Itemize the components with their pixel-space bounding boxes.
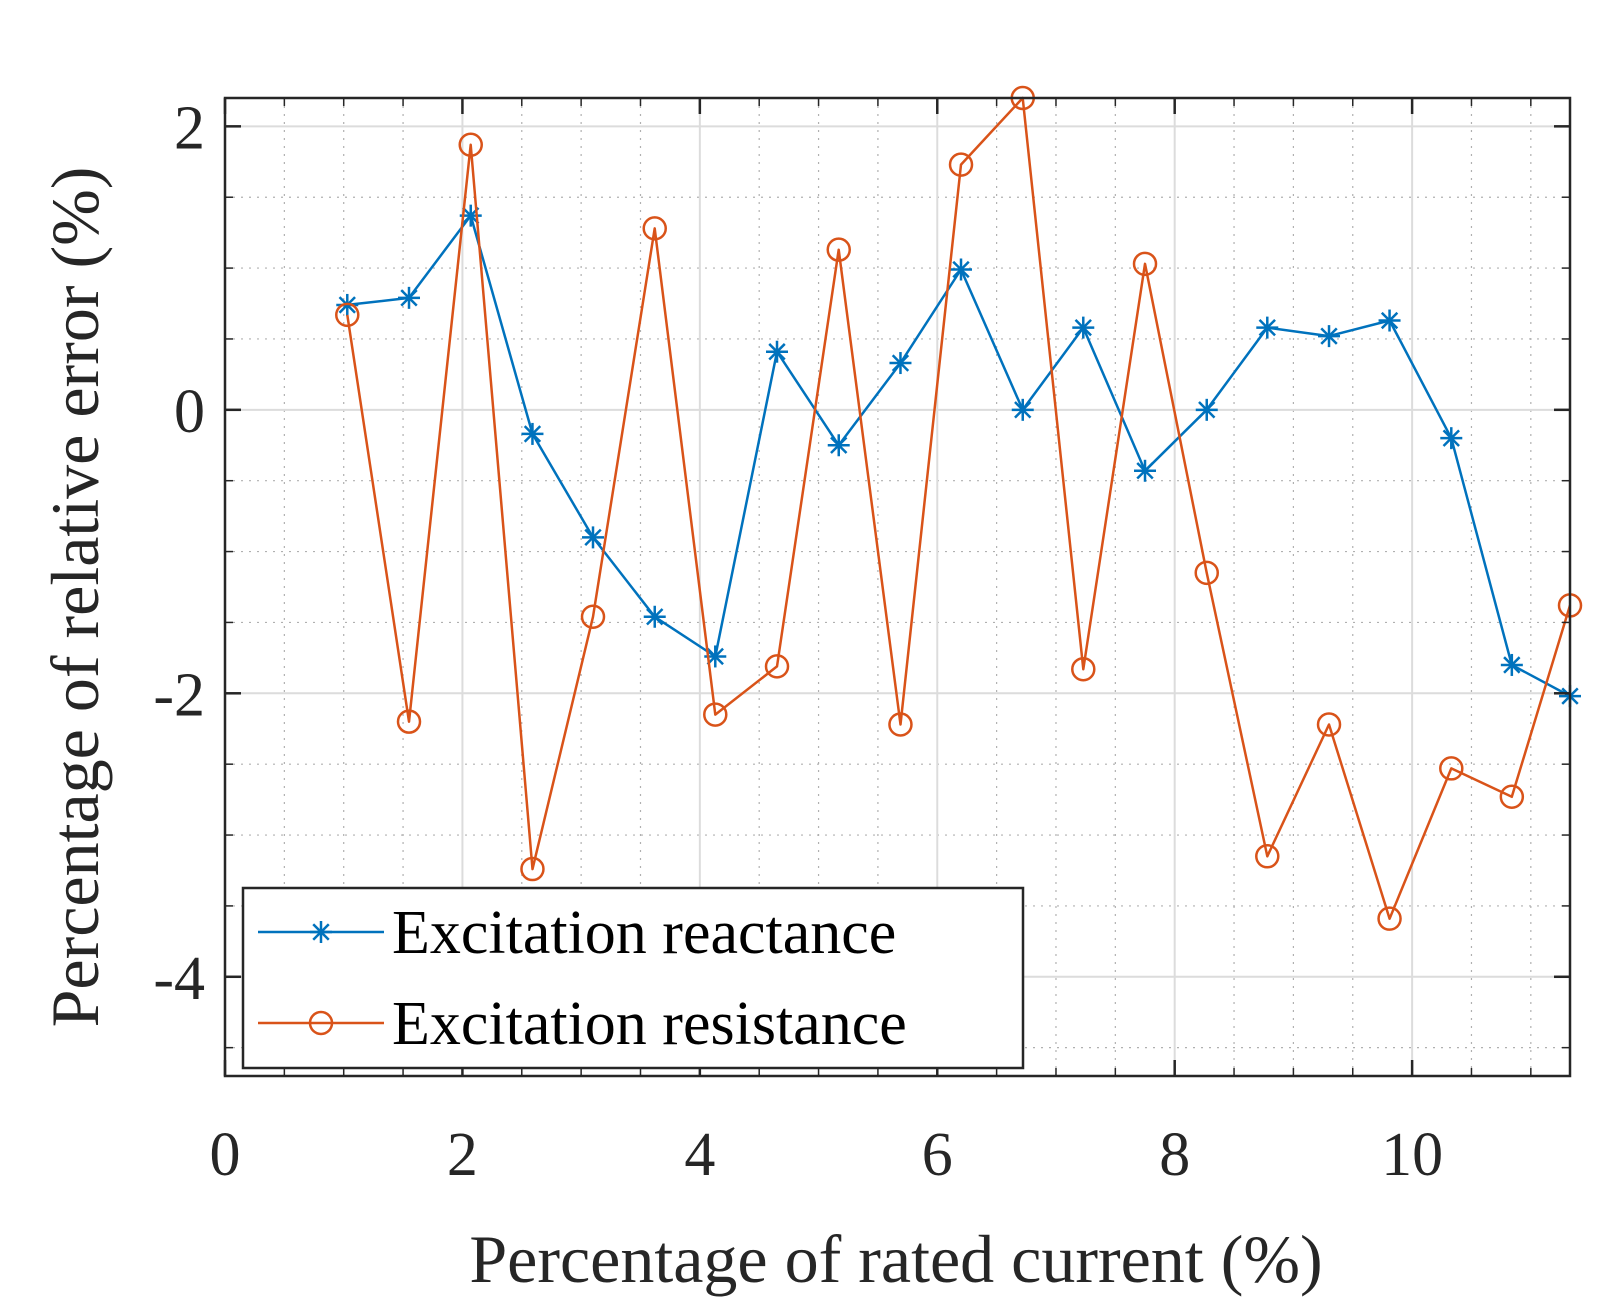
asterisk-stroke <box>400 289 418 307</box>
asterisk-stroke <box>584 528 602 547</box>
asterisk-stroke <box>1136 462 1154 480</box>
legend-symbol-resistance <box>308 1010 334 1036</box>
data-point-reactance <box>950 258 973 281</box>
asterisk-stroke <box>1442 429 1460 447</box>
series-layer <box>335 85 1583 931</box>
x-tick-label: 6 <box>922 1121 953 1189</box>
data-point-resistance <box>764 654 790 679</box>
data-point-resistance <box>948 152 974 177</box>
x-tick-label: 2 <box>447 1121 478 1189</box>
data-point-resistance <box>642 216 667 241</box>
asterisk-stroke <box>646 608 664 626</box>
x-tick-label: 4 <box>684 1121 715 1189</box>
axes-box <box>223 96 1572 1078</box>
asterisk-stroke <box>952 260 970 279</box>
legend: Excitation reactance Excitation resistan… <box>241 886 1025 1070</box>
data-point-resistance <box>888 712 913 737</box>
axis-ticks <box>223 98 1570 1076</box>
data-point-reactance <box>643 605 666 628</box>
data-point-resistance <box>1439 756 1464 781</box>
asterisk-stroke <box>891 354 910 372</box>
asterisk-stroke <box>1198 401 1216 419</box>
data-point-reactance <box>1318 325 1341 348</box>
data-point-resistance <box>1255 844 1280 869</box>
data-point-resistance <box>396 709 422 734</box>
legend-symbol-reactance <box>310 921 332 943</box>
x-tick-label: 0 <box>210 1121 241 1189</box>
data-point-resistance <box>458 132 483 158</box>
legend-marker-resistance <box>308 1010 334 1036</box>
asterisk-stroke <box>1258 318 1276 337</box>
data-point-reactance <box>521 422 544 445</box>
data-point-resistance <box>1132 251 1158 277</box>
data-point-reactance <box>1440 427 1463 450</box>
data-point-reactance <box>1011 398 1034 421</box>
y-tick-label: -4 <box>153 945 205 1013</box>
asterisk-stroke <box>706 647 724 666</box>
data-point-resistance <box>335 302 360 328</box>
series-resistance <box>335 85 1583 931</box>
series-reactance <box>336 204 1581 708</box>
data-point-resistance <box>1194 560 1219 586</box>
data-point-reactance <box>1500 653 1523 676</box>
data-point-resistance <box>1377 906 1402 931</box>
data-point-resistance <box>580 604 606 630</box>
asterisk-stroke <box>1014 401 1032 419</box>
data-point-reactance <box>1256 316 1279 339</box>
x-tick-label: 10 <box>1381 1121 1443 1189</box>
data-point-resistance <box>520 856 545 882</box>
data-point-reactance <box>1072 316 1095 339</box>
legend-marker-reactance <box>310 921 332 943</box>
series-line-resistance <box>346 96 1572 920</box>
data-point-resistance <box>1316 712 1342 737</box>
y-tick-label: 0 <box>174 378 205 446</box>
data-point-reactance <box>889 352 912 375</box>
asterisk-stroke <box>1074 318 1092 337</box>
data-point-reactance <box>827 434 850 457</box>
asterisk-stroke <box>312 923 330 941</box>
asterisk-stroke <box>1503 656 1521 674</box>
data-point-reactance <box>582 526 605 549</box>
legend-label-reactance: Excitation reactance <box>392 899 896 967</box>
y-tick-label: -2 <box>153 661 205 729</box>
asterisk-stroke <box>1320 327 1338 345</box>
legend-label-resistance: Excitation resistance <box>392 990 907 1058</box>
data-point-reactance <box>766 340 789 363</box>
data-point-reactance <box>1195 398 1218 421</box>
asterisk-stroke <box>830 436 848 454</box>
tick-labels: 0 2 4 6 8 10 2 0 -2 -4 <box>153 94 1443 1189</box>
data-point-resistance <box>1499 784 1525 810</box>
asterisk-stroke <box>1380 311 1399 330</box>
asterisk-stroke <box>768 343 786 361</box>
x-axis-label: Percentage of rated current (%) <box>469 1221 1322 1297</box>
data-point-reactance <box>398 286 421 309</box>
data-point-resistance <box>703 702 728 727</box>
y-tick-label: 2 <box>174 94 205 162</box>
x-tick-label: 8 <box>1159 1121 1190 1189</box>
data-point-resistance <box>1071 656 1096 682</box>
asterisk-stroke <box>523 425 542 443</box>
data-point-reactance <box>1378 309 1401 332</box>
data-point-reactance <box>1134 459 1157 482</box>
y-axis-label: Percentage of relative error (%) <box>37 167 113 1028</box>
data-point-resistance <box>826 237 851 262</box>
legend-box <box>241 886 1025 1070</box>
